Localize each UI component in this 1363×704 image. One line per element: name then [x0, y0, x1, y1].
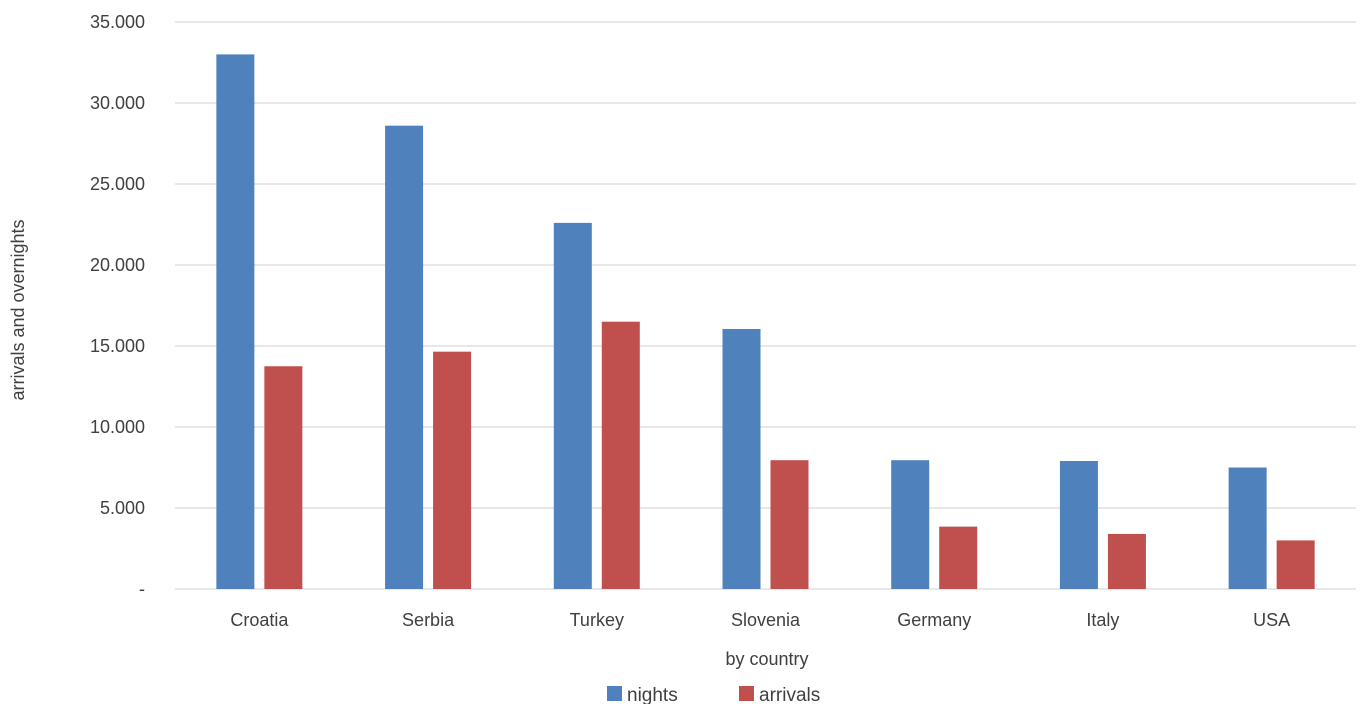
x-tick-label: Serbia — [402, 610, 455, 630]
y-tick-label: 10.000 — [90, 417, 145, 437]
bar-nights-croatia — [216, 54, 255, 589]
x-tick-labels: Croatia Serbia Turkey Slovenia Germany Italy U… — [230, 610, 1290, 630]
bar-arrivals-germany — [939, 526, 978, 589]
legend-label-nights: nights — [627, 685, 678, 704]
gridlines — [175, 21, 1356, 590]
bar-nights-germany — [891, 460, 930, 589]
bar-arrivals-croatia — [264, 366, 303, 589]
legend-swatch-nights — [607, 686, 622, 701]
bars — [216, 54, 1315, 590]
bar-nights-slovenia — [722, 328, 761, 589]
x-tick-label: Italy — [1086, 610, 1119, 630]
legend-swatch-arrivals — [739, 686, 754, 701]
x-tick-label: USA — [1253, 610, 1290, 630]
y-tick-label: 15.000 — [90, 336, 145, 356]
legend: nights arrivals — [607, 685, 820, 704]
x-tick-label: Germany — [897, 610, 971, 630]
x-axis-title: by country — [725, 649, 808, 669]
bar-arrivals-slovenia — [770, 460, 809, 589]
bar-nights-turkey — [553, 222, 592, 589]
bar-arrivals-italy — [1107, 533, 1146, 589]
x-tick-label: Croatia — [230, 610, 289, 630]
bar-nights-usa — [1228, 467, 1267, 589]
y-axis-title: arrivals and overnights — [8, 219, 28, 400]
bar-nights-italy — [1059, 461, 1098, 589]
x-tick-label: Turkey — [570, 610, 624, 630]
y-tick-label: - — [139, 579, 145, 599]
bar-arrivals-serbia — [433, 351, 472, 589]
y-tick-label: 5.000 — [100, 498, 145, 518]
x-tick-label: Slovenia — [731, 610, 801, 630]
y-tick-label: 30.000 — [90, 93, 145, 113]
bar-arrivals-usa — [1276, 540, 1315, 589]
bar-nights-serbia — [385, 125, 424, 590]
y-tick-label: 35.000 — [90, 12, 145, 32]
bar-arrivals-turkey — [601, 321, 640, 589]
y-tick-labels: - 5.000 10.000 15.000 20.000 25.000 30.000 35.0… — [90, 12, 145, 599]
y-tick-label: 20.000 — [90, 255, 145, 275]
y-tick-label: 25.000 — [90, 174, 145, 194]
legend-label-arrivals: arrivals — [759, 685, 820, 704]
